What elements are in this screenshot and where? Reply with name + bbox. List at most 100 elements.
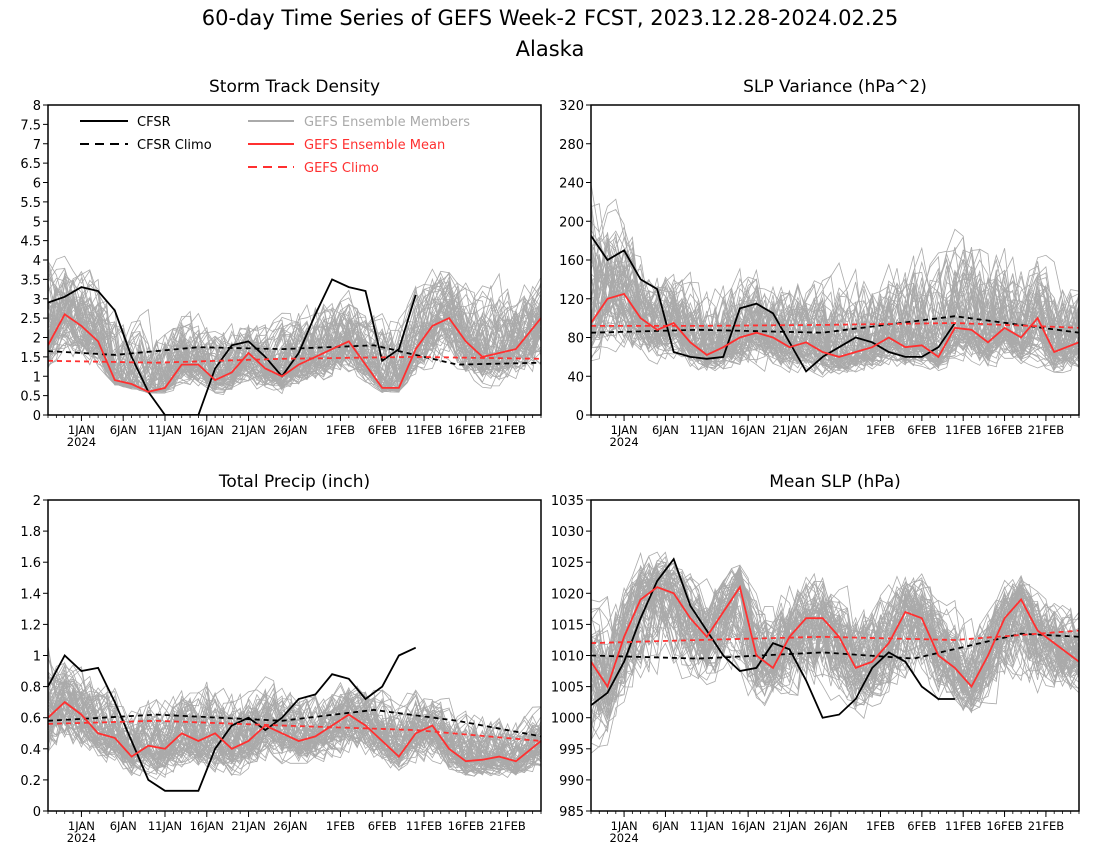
ensemble-member-line (48, 681, 541, 769)
ensemble-member-line (591, 570, 1079, 701)
y-tick-label: 8 (33, 99, 41, 114)
y-tick-label: 0 (33, 805, 41, 820)
y-tick-label: 1015 (551, 618, 584, 633)
ensemble-members (591, 551, 1079, 754)
x-tick-label: 1JAN (68, 423, 95, 437)
ensemble-member-line (48, 673, 541, 767)
y-tick-label: 1 (33, 370, 41, 385)
x-tick-label: 26JAN (273, 819, 307, 833)
y-tick-label: 7.5 (20, 118, 41, 133)
x-tick-label: 1JAN (68, 819, 95, 833)
x-year-label: 2024 (609, 831, 638, 845)
y-tick-label: 0.6 (20, 712, 41, 727)
series-cfsr (591, 557, 955, 719)
chart-panel-4: Mean SLP (hPa) 985 990 995 1000 1005 1010 1015 1… (551, 472, 1080, 845)
x-tick-label: 6FEB (368, 819, 397, 833)
figure-title: 60-day Time Series of GEFS Week-2 FCST, … (202, 6, 899, 30)
ensemble-member-line (591, 253, 1079, 371)
ensemble-member-line (591, 238, 1079, 373)
y-tick-label: 160 (559, 254, 584, 269)
y-tick-label: 7 (33, 138, 41, 153)
series-gefs-climo (591, 629, 1079, 644)
ensemble-member-line (48, 670, 541, 772)
x-tick-label: 21FEB (1028, 819, 1065, 833)
y-tick-label: 80 (567, 332, 584, 347)
ensemble-member-line (591, 573, 1079, 690)
y-tick-label: 4.5 (20, 235, 41, 250)
ensemble-members (591, 183, 1079, 378)
y-tick-label: 120 (559, 293, 584, 308)
series-cfsr (48, 278, 417, 415)
ensemble-member-line (48, 281, 541, 391)
y-tick-label: 1.2 (20, 618, 41, 633)
ensemble-member-line (591, 573, 1079, 705)
ensemble-member-line (591, 259, 1079, 372)
ensemble-member-line (591, 575, 1079, 711)
ensemble-member-line (591, 577, 1079, 717)
y-tick-label: 985 (559, 805, 584, 820)
x-tick-label: 21FEB (1028, 423, 1065, 437)
x-year-label: 2024 (67, 831, 96, 845)
x-tick-label: 6FEB (368, 423, 397, 437)
x-tick-label: 26JAN (814, 423, 848, 437)
x-tick-label: 1FEB (866, 423, 895, 437)
chart-panel-1: Storm Track Density 0 0.5 1 1.5 2 2.5 3 3.5 4 4.5 5… (20, 77, 542, 449)
x-tick-label: 21JAN (772, 423, 806, 437)
x-tick-label: 11JAN (148, 819, 182, 833)
x-tick-label: 6JAN (110, 423, 137, 437)
y-tick-label: 0.5 (20, 390, 41, 405)
ensemble-member-line (591, 270, 1079, 374)
ensemble-member-line (48, 291, 541, 393)
ensemble-member-line (591, 571, 1079, 706)
x-tick-label: 16FEB (448, 819, 485, 833)
ensemble-member-line (48, 295, 541, 392)
x-tick-label: 1JAN (611, 423, 638, 437)
ensemble-member-line (48, 683, 541, 767)
y-tick-label: 6 (33, 177, 41, 192)
x-tick-label: 21JAN (772, 819, 806, 833)
y-tick-label: 1000 (551, 712, 584, 727)
y-tick-label: 1035 (551, 494, 584, 509)
figure-subtitle: Alaska (516, 37, 585, 61)
x-tick-label: 26JAN (273, 423, 307, 437)
y-tick-label: 6.5 (20, 157, 41, 172)
legend-label: CFSR (137, 115, 171, 130)
ensemble-member-line (591, 567, 1079, 703)
ensemble-members (48, 645, 541, 780)
ensemble-member-line (591, 236, 1079, 369)
y-tick-label: 0.4 (20, 743, 41, 758)
series-gefs-ensemble-mean (591, 584, 1079, 689)
x-tick-label: 6JAN (652, 423, 679, 437)
ensemble-member-line (591, 274, 1079, 365)
series-gefs-climo (48, 355, 541, 364)
x-tick-label: 6FEB (907, 423, 936, 437)
x-tick-label: 21FEB (489, 819, 526, 833)
chart-panel-3: Total Precip (inch) 0 0.2 0.4 0.6 0.8 1 1.2 1.4 1… (20, 472, 542, 845)
x-tick-label: 16FEB (986, 423, 1023, 437)
x-tick-label: 21JAN (231, 423, 265, 437)
series-cfsr (591, 235, 956, 373)
y-tick-label: 1.6 (20, 556, 41, 571)
ensemble-member-line (591, 238, 1079, 370)
y-tick-label: 200 (559, 215, 584, 230)
ensemble-member-line (591, 183, 1079, 367)
x-tick-label: 16JAN (190, 819, 224, 833)
panel-title: Total Precip (inch) (218, 472, 370, 492)
ensemble-member-line (591, 269, 1079, 372)
x-tick-label: 16FEB (986, 819, 1023, 833)
x-tick-label: 1FEB (866, 819, 895, 833)
x-tick-label: 11JAN (690, 423, 724, 437)
x-tick-label: 11FEB (406, 819, 443, 833)
series-gefs-climo (48, 719, 541, 742)
series-cfsr-climo (48, 708, 541, 738)
ensemble-member-line (48, 285, 541, 390)
ensemble-member-line (591, 569, 1079, 710)
series-gefs-climo (591, 322, 1079, 329)
ensemble-member-line (48, 708, 541, 768)
legend-label: CFSR Climo (137, 138, 212, 153)
legend-label: GEFS Ensemble Mean (304, 138, 445, 153)
y-tick-label: 1 (33, 650, 41, 665)
x-tick-label: 16JAN (190, 423, 224, 437)
x-tick-label: 16FEB (448, 423, 485, 437)
